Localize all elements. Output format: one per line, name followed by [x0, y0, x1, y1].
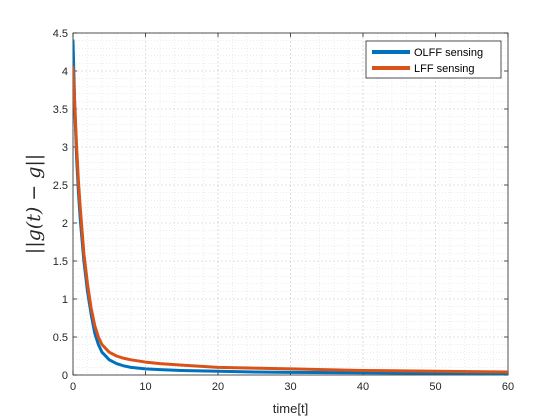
legend: OLFF sensing LFF sensing [365, 40, 502, 79]
x-tick-label: 50 [429, 381, 441, 393]
series-layer [73, 39, 508, 375]
y-tick-label: 4.5 [53, 28, 68, 40]
y-tick-label: 2 [62, 218, 68, 230]
legend-box [365, 40, 502, 79]
plot-frame [72, 32, 509, 376]
y-axis-label: ||g(t) − g|| [23, 154, 45, 254]
y-tick-label: 3 [62, 142, 68, 154]
x-axis-label: time[t] [273, 401, 308, 416]
y-tick-label: 3.5 [53, 104, 68, 116]
y-tick-label: 2.5 [53, 180, 68, 192]
x-tick-label: 60 [502, 381, 514, 393]
y-tick-label: 4 [62, 66, 68, 78]
y-tick-label: 1 [62, 294, 68, 306]
legend-label: LFF sensing [414, 63, 475, 75]
x-tick-label: 30 [284, 381, 296, 393]
x-tick-label: 40 [357, 381, 369, 393]
y-tick-label: 1.5 [53, 256, 68, 268]
x-tick-label: 10 [139, 381, 151, 393]
minor-grid [73, 33, 508, 375]
legend-label: OLFF sensing [414, 47, 483, 59]
major-grid [72, 32, 509, 376]
x-tick-label: 0 [70, 381, 76, 393]
y-tick-label: 0 [62, 370, 68, 382]
y-tick-label: 0.5 [53, 332, 68, 344]
x-tick-label: 20 [212, 381, 224, 393]
series-line-lff-sensing [73, 65, 508, 374]
ticks: 0 10 20 30 40 50 60 0 0.5 1 1.5 2 2.5 3 3.5 4 4.5 [53, 28, 514, 393]
